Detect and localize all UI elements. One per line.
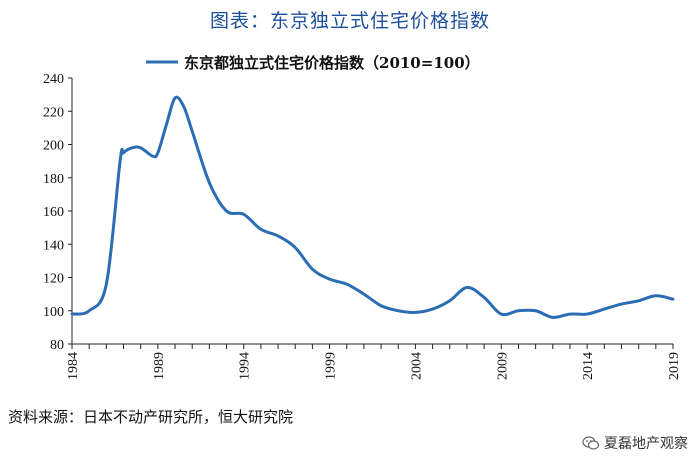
x-tick-label: 2019 — [667, 352, 682, 380]
x-tick-label: 1999 — [324, 352, 339, 380]
watermark-text: 夏磊地产观察 — [604, 436, 688, 452]
legend: 东京都独立式住宅价格指数（2010=100） — [146, 54, 480, 72]
y-tick-label: 220 — [43, 105, 64, 120]
x-tick-label: 2009 — [495, 352, 510, 380]
x-axis: 1984 1989 1994 1999 2004 2009 2014 2019 — [66, 343, 682, 380]
y-axis: 80 100 120 140 160 180 200 220 240 — [43, 72, 73, 353]
y-tick-label: 80 — [50, 338, 64, 353]
figure-title: 图表：东京独立式住宅价格指数 — [209, 10, 490, 32]
y-tick-label: 160 — [43, 205, 64, 220]
y-tick-label: 140 — [43, 238, 64, 253]
source-note: 资料来源：日本不动产研究所，恒大研究院 — [8, 408, 294, 426]
x-tick-label: 2014 — [581, 352, 596, 380]
x-tick-label: 1984 — [66, 352, 81, 380]
line-chart: 东京都独立式住宅价格指数（2010=100） 80 100 120 140 160 180… — [43, 54, 682, 380]
y-tick-label: 180 — [43, 172, 64, 187]
y-tick-label: 120 — [43, 272, 64, 287]
y-tick-label: 200 — [43, 139, 64, 154]
x-tick-label: 1989 — [152, 352, 167, 380]
y-tick-label: 100 — [43, 305, 64, 320]
wechat-icon — [582, 436, 600, 450]
legend-label: 东京都独立式住宅价格指数（2010=100） — [184, 54, 480, 72]
series-line-tokyo-house-price-index — [70, 95, 675, 319]
watermark: 夏磊地产观察 — [582, 433, 688, 453]
y-tick-label: 240 — [43, 72, 64, 87]
x-tick-label: 2004 — [409, 352, 424, 380]
x-tick-label: 1994 — [238, 352, 253, 380]
